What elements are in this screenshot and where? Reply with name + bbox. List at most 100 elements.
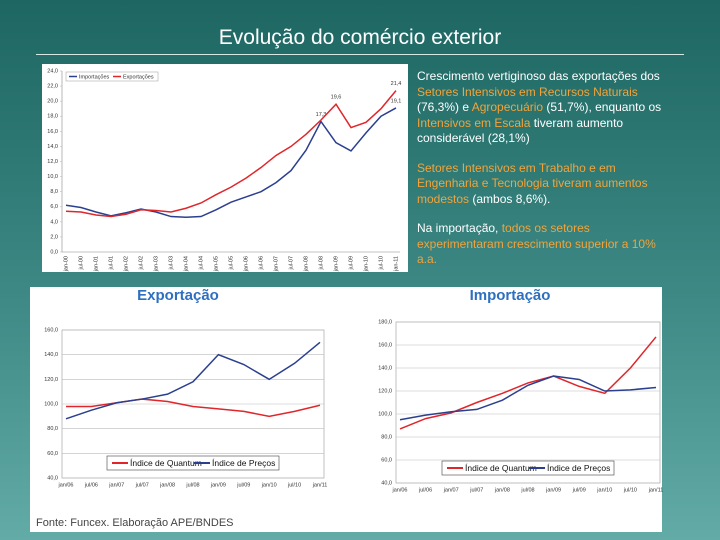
y-tick-label: 0,0 (50, 249, 58, 255)
highlight: todos os setores experimentaram crescime… (417, 221, 656, 266)
x-tick-label: jul-02 (138, 256, 144, 270)
paragraph: Crescimento vertiginoso das exportações … (417, 69, 672, 147)
y-tick-label: 100,0 (378, 411, 392, 417)
x-tick-label: jan/09 (210, 482, 226, 488)
y-tick-label: 20,0 (47, 99, 58, 105)
x-tick-label: jan-03 (153, 256, 159, 272)
x-tick-label: jan-04 (183, 256, 189, 272)
x-tick-label: jan-07 (273, 256, 279, 272)
y-tick-label: 22,0 (47, 84, 58, 90)
y-tick-label: 160,0 (44, 327, 58, 333)
chart-background (30, 287, 662, 532)
series-line (65, 90, 397, 218)
chart-background (42, 64, 408, 272)
value-label: 17,3 (316, 112, 327, 118)
y-tick-label: 12,0 (47, 159, 58, 165)
x-tick-label: jan-00 (63, 256, 69, 272)
x-tick-label: jul-07 (288, 256, 294, 270)
x-tick-label: jan/08 (159, 482, 175, 488)
legend-label: Índice de Quantum (465, 463, 537, 473)
legend-label: Índice de Quantum (130, 458, 202, 468)
y-tick-label: 80,0 (47, 426, 58, 432)
value-label: 19,1 (391, 98, 402, 104)
x-tick-label: jul-08 (318, 256, 324, 270)
highlight: Intensivos em Escala (417, 115, 531, 130)
x-tick-label: jul/06 (84, 482, 98, 488)
y-tick-label: 100,0 (44, 401, 58, 407)
chart-title: Exportação (137, 287, 219, 304)
x-tick-label: jan/07 (108, 482, 124, 488)
x-tick-label: jan-01 (93, 256, 99, 272)
x-tick-label: jan-08 (303, 256, 309, 272)
x-tick-label: jul/09 (572, 487, 586, 493)
value-label: 19,6 (331, 95, 342, 101)
y-tick-label: 80,0 (381, 434, 392, 440)
highlight: Agropecuário (471, 100, 544, 114)
x-tick-label: jul-06 (258, 256, 264, 270)
x-tick-label: jan/11 (312, 482, 328, 488)
y-tick-label: 18,0 (47, 114, 58, 120)
source: Fonte: Funcex. Elaboração APE/BNDES (36, 517, 234, 529)
y-tick-label: 120,0 (378, 388, 392, 394)
x-tick-label: jul-00 (78, 256, 84, 270)
x-tick-label: jul-04 (198, 256, 204, 270)
legend-label: Importações (79, 74, 110, 80)
value-label: 21,4 (391, 81, 402, 87)
x-tick-label: jan-09 (333, 256, 339, 272)
x-tick-label: jul/07 (135, 482, 149, 488)
y-tick-label: 160,0 (378, 342, 392, 348)
x-tick-label: jan-05 (213, 256, 219, 272)
paragraph: Na importação, todos os setores experime… (417, 221, 672, 268)
x-tick-label: jul/10 (623, 487, 637, 493)
y-tick-label: 16,0 (47, 129, 58, 135)
x-tick-label: jan-11 (393, 256, 399, 272)
legend-box (441, 460, 615, 476)
x-tick-label: jul/08 (185, 482, 199, 488)
text: (51,7%), enquanto os (543, 100, 662, 114)
x-tick-label: jul-09 (348, 256, 354, 270)
slide-title: Evolução do comércio exterior (218, 26, 502, 49)
x-tick-label: jan-02 (123, 256, 129, 272)
x-tick-label: jan/07 (443, 487, 459, 493)
y-tick-label: 2,0 (50, 234, 58, 240)
x-tick-label: jul-10 (378, 256, 384, 270)
y-tick-label: 24,0 (47, 68, 58, 74)
chart-title: Importação (470, 287, 551, 304)
x-tick-label: jan/09 (545, 487, 561, 493)
x-tick-label: jul/09 (236, 482, 250, 488)
y-tick-label: 8,0 (50, 189, 58, 195)
paragraph: Setores Intensivos em Trabalho e em Enge… (417, 161, 672, 208)
x-tick-label: jul/07 (469, 487, 483, 493)
highlight: Setores Intensivos em Recursos Naturais (417, 84, 638, 99)
x-tick-label: jan-10 (363, 256, 369, 272)
x-tick-label: jan/11 (648, 487, 664, 493)
text: Na importação, (417, 221, 502, 235)
legend-label: Índice de Preços (212, 458, 275, 468)
x-tick-label: jan/10 (596, 487, 612, 493)
y-tick-label: 4,0 (50, 219, 58, 225)
y-tick-label: 14,0 (47, 144, 58, 150)
series-line (65, 107, 397, 219)
legend-box (65, 71, 159, 82)
x-tick-label: jul-01 (108, 256, 114, 270)
y-tick-label: 60,0 (381, 457, 392, 463)
y-tick-label: 40,0 (47, 475, 58, 481)
y-tick-label: 6,0 (50, 204, 58, 210)
x-tick-label: jan/10 (261, 482, 277, 488)
y-tick-label: 120,0 (44, 377, 58, 383)
text: tiveram aumento considerável (28,1%) (417, 115, 624, 146)
x-tick-label: jan/08 (494, 487, 510, 493)
series-line (399, 375, 657, 421)
text: (ambos 8,6%). (469, 191, 551, 206)
series-line (399, 336, 657, 430)
y-tick-label: 10,0 (47, 174, 58, 180)
y-tick-label: 60,0 (47, 451, 58, 457)
series-line (65, 341, 321, 420)
series-line (66, 398, 321, 418)
text: Crescimento vertiginoso das exportações … (417, 69, 660, 83)
x-tick-label: jul/08 (520, 487, 534, 493)
x-tick-label: jan/06 (392, 487, 408, 493)
y-tick-label: 40,0 (381, 480, 392, 486)
